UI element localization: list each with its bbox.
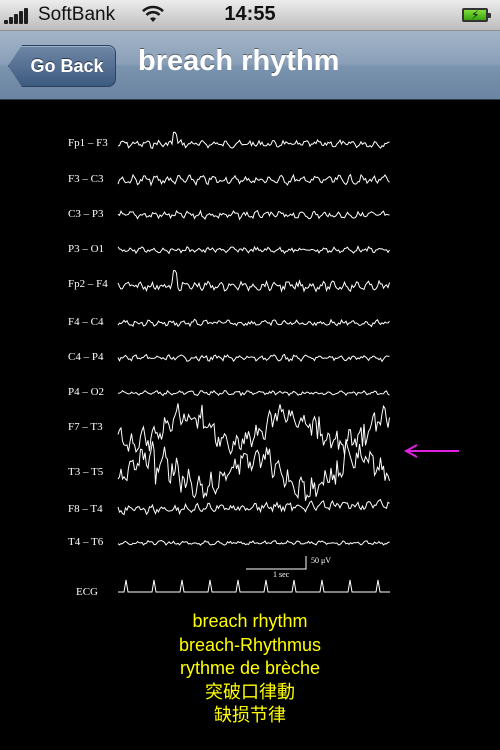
scale-time-label: 1 sec [273, 570, 290, 579]
eeg-traces [117, 131, 390, 593]
term-german: breach-Rhythmus [178, 634, 322, 655]
status-clock: 14:55 [224, 3, 276, 25]
eeg-trace [117, 389, 390, 397]
lead-label: P3 – O1 [68, 243, 105, 255]
scale-amplitude-label: 50 μV [311, 556, 332, 565]
term-english: breach rhythm [192, 611, 308, 631]
status-bar: SoftBank 14:55 ⚡ [0, 0, 500, 31]
term-french: rythme de brèche [179, 658, 321, 678]
ecg-trace [118, 579, 390, 593]
lead-label: F3 – C3 [68, 173, 104, 185]
lead-label: P4 – O2 [68, 386, 105, 398]
go-back-button[interactable]: Go Back [8, 45, 116, 87]
eeg-trace [117, 498, 390, 516]
navigation-bar: Go Back breach rhythm [0, 31, 500, 100]
lead-label: Fp1 – F3 [68, 137, 108, 149]
lead-label: F8 – T4 [68, 503, 103, 515]
ecg-label: ECG [76, 586, 98, 598]
eeg-trace [117, 245, 390, 255]
eeg-trace [117, 269, 390, 293]
lead-label: C4 – P4 [68, 351, 104, 363]
lead-label: Fp2 – F4 [68, 278, 108, 290]
lead-label: T4 – T6 [68, 536, 104, 548]
lead-label: F7 – T3 [68, 421, 103, 433]
scale-bar [246, 556, 307, 570]
left-arrow-icon [403, 444, 459, 458]
battery-charging-icon: ⚡ [462, 8, 491, 22]
page-title: breach rhythm [138, 45, 340, 77]
term-translations: breach rhythm breach-Rhythmus rythme de … [0, 610, 500, 728]
lead-label: F4 – C4 [68, 316, 104, 328]
eeg-trace [117, 403, 390, 456]
term-japanese: 突破口律動 [205, 681, 295, 702]
term-chinese: 缺损节律 [214, 705, 286, 725]
signal-strength-icon [4, 8, 32, 24]
eeg-trace [117, 173, 390, 187]
wifi-icon [142, 5, 164, 22]
lead-label: T3 – T5 [68, 466, 104, 478]
eeg-trace [117, 439, 390, 501]
eeg-trace [117, 131, 390, 149]
eeg-trace [117, 353, 390, 363]
carrier-name: SoftBank [38, 4, 116, 25]
eeg-trace [117, 318, 390, 328]
lead-label: C3 – P3 [68, 208, 104, 220]
eeg-figure: Fp1 – F3 F3 – C3 C3 – P3 P3 – O1 Fp2 – F… [58, 118, 408, 608]
eeg-trace [117, 209, 390, 221]
eeg-trace [117, 539, 390, 546]
